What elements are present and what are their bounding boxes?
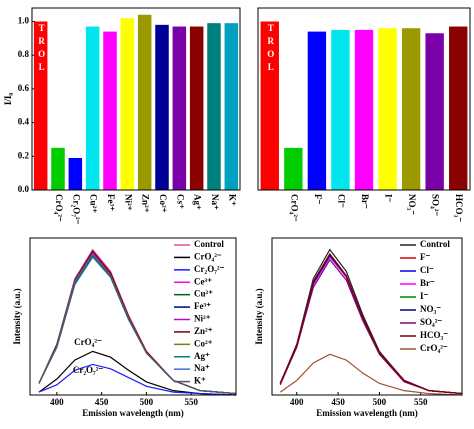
x-tick-label: CrO₄²⁻ — [54, 194, 64, 222]
bar — [189, 26, 204, 191]
x-tick-label: F⁻ — [313, 194, 323, 204]
legend-label: Br⁻ — [420, 278, 435, 288]
legend-label: CrO₄²⁻ — [194, 251, 222, 261]
series-line — [279, 258, 463, 395]
x-tick-label: 450 — [95, 397, 109, 407]
series-line — [38, 363, 237, 396]
legend-label: Ag⁺ — [194, 351, 210, 361]
legend-label: Fe³⁺ — [194, 301, 211, 311]
annotation: CrO₄²⁻ — [74, 337, 102, 347]
bar — [378, 28, 397, 190]
x-tick-label: Cs⁺ — [175, 194, 185, 209]
x-axis-label: Emission wavelength (nm) — [82, 408, 184, 418]
legend-label: NO₃⁻ — [420, 304, 441, 314]
y-tick-label: 0.4 — [18, 117, 30, 127]
y-tick-label: 0.6 — [18, 83, 30, 93]
x-tick-label: 500 — [373, 397, 387, 407]
bar — [33, 21, 48, 191]
legend-label: Zn²⁺ — [194, 326, 213, 336]
x-tick-label: Cr₂O₇²⁻ — [71, 194, 81, 225]
bar — [425, 33, 444, 191]
x-tick-label: I⁻ — [383, 194, 393, 203]
x-tick-label: 400 — [50, 397, 64, 407]
series-line — [279, 353, 463, 396]
legend-label: HCO₃⁻ — [420, 330, 448, 340]
bar — [85, 26, 100, 191]
bar — [260, 21, 279, 191]
series-line — [279, 252, 463, 395]
y-tick-label: 0.2 — [18, 150, 30, 160]
x-tick-label: Cu²⁺ — [89, 194, 99, 213]
y-tick-label: 1.0 — [18, 16, 30, 26]
legend-label: Co²⁺ — [194, 338, 213, 348]
plot-frame — [257, 7, 471, 191]
bar — [224, 23, 239, 190]
x-tick-label: 450 — [331, 397, 345, 407]
y-axis-label: I/I₀ — [3, 93, 13, 106]
legend-label: Cl⁻ — [420, 265, 434, 275]
x-tick-label: Ni²⁺ — [123, 194, 133, 211]
bar — [401, 28, 421, 190]
x-tick-label: Fe³⁺ — [106, 194, 116, 211]
annotation: Cr₂O₇²⁻ — [73, 365, 104, 375]
legend-label: I⁻ — [420, 291, 429, 301]
legend-label: Control — [194, 239, 224, 249]
legend-label: CrO₄²⁻ — [420, 343, 448, 353]
bar — [207, 23, 221, 190]
x-tick-label: Ag⁺ — [193, 194, 203, 210]
plot-frame — [29, 237, 237, 396]
y-axis-label: Intensity (a.u.) — [12, 288, 22, 344]
bar — [51, 147, 65, 190]
y-axis-label: Intensity (a.u.) — [254, 288, 264, 344]
x-tick-label: Zn²⁺ — [141, 194, 151, 213]
y-tick-label: 0.0 — [18, 184, 30, 194]
legend-label: Cu²⁺ — [194, 289, 213, 299]
bar — [137, 14, 152, 191]
x-tick-label: 550 — [184, 397, 198, 407]
x-tick-label: Br⁻ — [360, 194, 370, 209]
series-line — [38, 254, 237, 395]
legend-label: SO₄²⁻ — [420, 317, 442, 327]
x-axis-label: Emission wavelength (nm) — [316, 408, 418, 418]
series-line — [38, 350, 237, 396]
x-tick-label: 500 — [140, 397, 154, 407]
bar-inner-label: CONTROL — [37, 0, 47, 75]
bar — [155, 24, 169, 190]
legend-label: F⁻ — [420, 252, 430, 262]
plot-frame — [31, 7, 241, 191]
x-tick-label: Na⁺ — [210, 194, 220, 210]
x-tick-label: 550 — [414, 397, 428, 407]
x-tick-label: Cl⁻ — [336, 194, 346, 208]
x-tick-label: K⁺ — [227, 194, 237, 206]
legend-label: K⁺ — [194, 376, 206, 386]
y-tick-label: 0.8 — [18, 49, 30, 59]
bar — [354, 29, 374, 190]
x-tick-label: 400 — [290, 397, 304, 407]
bar — [120, 18, 135, 190]
legend-label: Ce³⁺ — [194, 276, 212, 286]
x-tick-label: HCO₃⁻ — [454, 194, 464, 222]
bar — [103, 31, 117, 191]
bar — [284, 147, 303, 190]
bar — [172, 26, 187, 191]
bar — [331, 29, 350, 190]
bar — [307, 31, 327, 191]
plot-frame — [271, 237, 463, 396]
bar — [449, 26, 468, 191]
x-tick-label: NO₃⁻ — [407, 194, 417, 215]
x-tick-label: Co²⁺ — [158, 194, 168, 213]
legend-label: Cr₂O₇²⁻ — [194, 264, 225, 274]
legend-label: Na⁺ — [194, 363, 210, 373]
bar-inner-label: CONTROL — [266, 0, 276, 75]
bar — [68, 157, 83, 190]
x-tick-label: CrO₄²⁻ — [289, 194, 299, 222]
x-tick-label: SO₄²⁻ — [431, 194, 441, 216]
legend-label: Control — [420, 239, 450, 249]
legend-label: Ni²⁺ — [194, 314, 211, 324]
